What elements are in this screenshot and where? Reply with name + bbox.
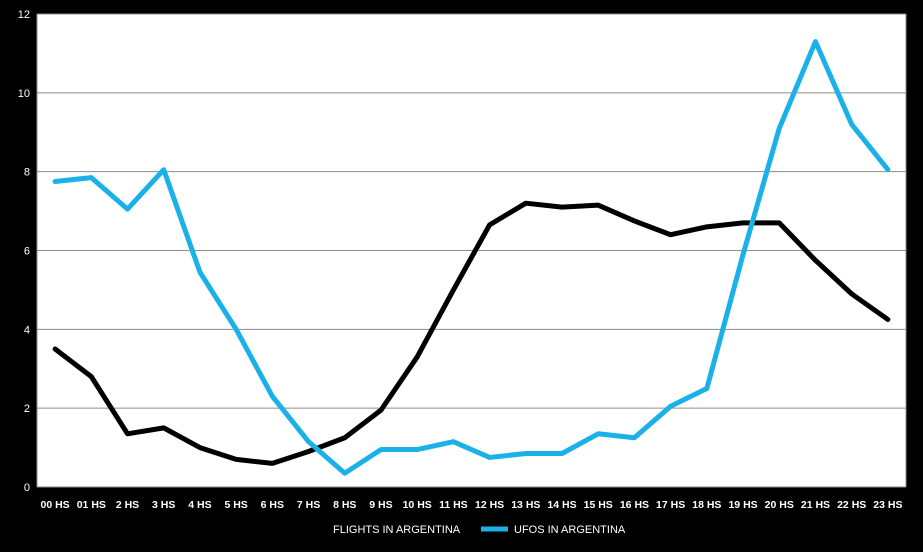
data-point (849, 122, 854, 127)
data-point (89, 374, 94, 379)
data-point (270, 461, 275, 466)
gridlines (36, 13, 907, 488)
y-tick-label: 6 (24, 246, 30, 258)
x-tick-label: 16 HS (620, 499, 649, 511)
legend-label: UFOS IN ARGENTINA (514, 524, 626, 536)
x-tick-label: 10 HS (403, 499, 432, 511)
data-point (813, 258, 818, 263)
data-point (415, 447, 420, 452)
x-tick-label: 19 HS (728, 499, 757, 511)
data-point (451, 287, 456, 292)
data-point (668, 404, 673, 409)
data-point (560, 205, 565, 210)
series-line-1 (52, 200, 891, 466)
data-point (849, 291, 854, 296)
x-tick-label: 11 HS (439, 499, 468, 511)
data-point (704, 386, 709, 391)
data-point (487, 222, 492, 227)
x-tick-label: 00 HS (41, 499, 70, 511)
x-tick-label: 9 HS (369, 499, 392, 511)
data-point (560, 451, 565, 456)
data-point (161, 167, 166, 172)
y-tick-label: 0 (24, 482, 30, 494)
data-point (632, 435, 637, 440)
data-point (234, 457, 239, 462)
data-point (125, 431, 130, 436)
data-point (487, 455, 492, 460)
x-tick-label: 2 HS (116, 499, 139, 511)
data-point (125, 207, 130, 212)
data-point (777, 220, 782, 225)
y-tick-label: 4 (24, 324, 30, 336)
x-tick-label: 8 HS (333, 499, 356, 511)
data-point (197, 445, 202, 450)
data-point (89, 175, 94, 180)
data-point (704, 224, 709, 229)
data-point (197, 270, 202, 275)
x-tick-label: 01 HS (77, 499, 106, 511)
data-point (53, 347, 58, 352)
y-tick-label: 10 (18, 88, 30, 100)
data-point (53, 179, 58, 184)
series-lines (52, 39, 891, 476)
data-point (161, 425, 166, 430)
data-point (632, 218, 637, 223)
x-axis-ticks: 00 HS 01 HS 2 HS 3 HS 4 HS 5 HS 6 HS 7 HS 8 HS 9 … (41, 499, 903, 511)
series-line-2 (52, 39, 891, 476)
x-tick-label: 12 HS (475, 499, 504, 511)
x-tick-label: 5 HS (224, 499, 247, 511)
data-point (234, 327, 239, 332)
legend-label: FLIGHTS IN ARGENTINA (333, 524, 461, 536)
data-point (342, 471, 347, 476)
data-point (342, 435, 347, 440)
data-point (523, 201, 528, 206)
y-axis-ticks: 0 2 4 6 8 10 12 (18, 9, 30, 494)
x-tick-label: 23 HS (873, 499, 902, 511)
x-tick-label: 18 HS (692, 499, 721, 511)
data-point (885, 317, 890, 322)
x-tick-label: 21 HS (801, 499, 830, 511)
data-point (378, 408, 383, 413)
data-point (668, 232, 673, 237)
x-tick-label: 15 HS (584, 499, 613, 511)
data-point (596, 203, 601, 208)
data-point (741, 252, 746, 257)
data-point (523, 451, 528, 456)
y-tick-label: 8 (24, 167, 30, 179)
y-tick-label: 12 (18, 9, 30, 21)
data-point (378, 447, 383, 452)
data-point (777, 126, 782, 131)
data-point (813, 39, 818, 44)
x-tick-label: 20 HS (765, 499, 794, 511)
data-point (451, 439, 456, 444)
x-tick-label: 4 HS (188, 499, 211, 511)
legend: FLIGHTS IN ARGENTINA UFOS IN ARGENTINA (300, 524, 626, 536)
y-tick-label: 2 (24, 403, 30, 415)
data-point (596, 431, 601, 436)
data-point (415, 354, 420, 359)
data-point (270, 394, 275, 399)
data-point (306, 449, 311, 454)
data-point (741, 220, 746, 225)
x-tick-label: 14 HS (547, 499, 576, 511)
data-point (885, 167, 890, 172)
x-tick-label: 13 HS (511, 499, 540, 511)
x-tick-label: 3 HS (152, 499, 175, 511)
x-tick-label: 17 HS (656, 499, 685, 511)
x-tick-label: 7 HS (297, 499, 320, 511)
data-point (306, 439, 311, 444)
x-tick-label: 22 HS (837, 499, 866, 511)
x-tick-label: 6 HS (261, 499, 284, 511)
